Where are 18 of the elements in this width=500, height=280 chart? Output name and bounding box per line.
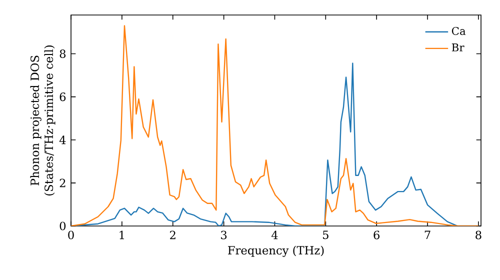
y-tick-label: 4 <box>59 136 66 144</box>
x-tick-label: 6 <box>374 230 380 240</box>
x-axis-title: Frequency (THz) <box>228 246 324 257</box>
x-tick-label: 2 <box>170 230 176 240</box>
y-axis-title: Phonon projected DOS (States/THz·primitive cell) <box>30 46 56 196</box>
y-tick-label: 0 <box>60 222 66 230</box>
y-tick-label: 6 <box>60 92 66 102</box>
x-tick-label: 3 <box>221 230 227 240</box>
x-tick-label: 1 <box>120 230 124 240</box>
x-tick-label: 7 <box>424 230 430 239</box>
x-tick-label: 0 <box>68 230 74 240</box>
x-tick-label: 5 <box>323 230 328 240</box>
legend-label: Br <box>452 44 464 52</box>
x-tick-label: 4 <box>271 230 278 240</box>
y-tick-label: 8 <box>60 49 66 58</box>
y-tick-label: 2 <box>60 178 66 188</box>
x-tick-label: 8 <box>476 230 482 240</box>
legend-label: Ca <box>452 26 466 36</box>
